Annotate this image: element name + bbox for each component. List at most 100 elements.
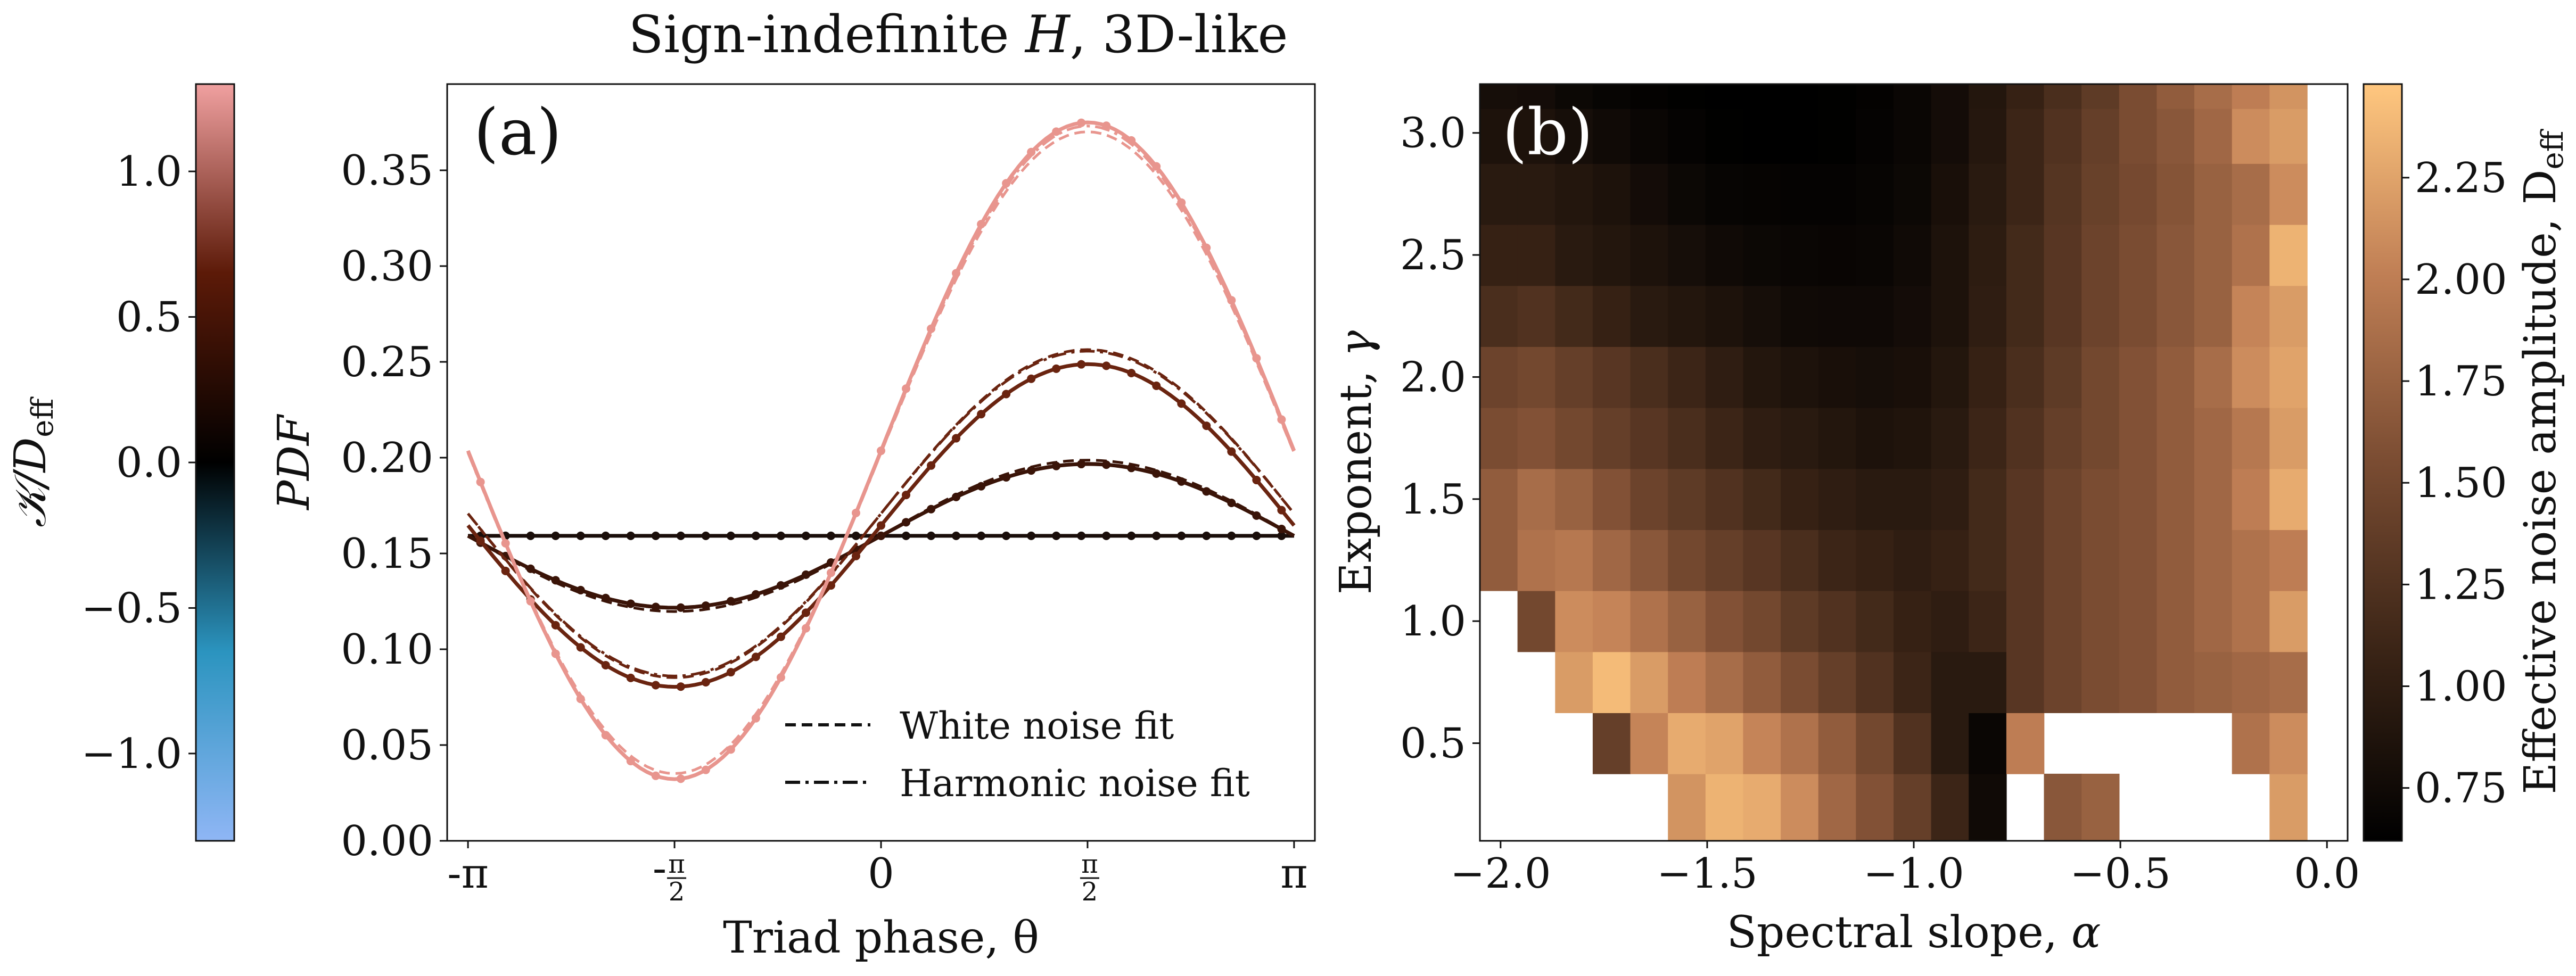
- b-heatmap-cell: [1630, 530, 1668, 591]
- b-heatmap-cell: [1630, 163, 1668, 225]
- b-heatmap-cell: [1969, 163, 2007, 225]
- a-data-point: [551, 621, 560, 630]
- b-heatmap-cell: [1931, 407, 1969, 469]
- a-data-point: [952, 269, 961, 278]
- b-heatmap-cell: [1818, 108, 1857, 164]
- b-heatmap-cell: [2269, 773, 2308, 841]
- b-heatmap-cell: [1931, 651, 1969, 713]
- left-cb-tick-label: −0.5: [81, 584, 182, 632]
- panel-b-cells: [1480, 84, 2308, 841]
- b-heatmap-cell: [2157, 163, 2195, 225]
- b-heatmap-cell: [1969, 407, 2007, 469]
- a-data-point: [501, 539, 510, 548]
- a-data-point: [1152, 531, 1161, 540]
- b-heatmap-cell: [1781, 108, 1819, 164]
- a-data-point: [1077, 118, 1086, 127]
- b-heatmap-cell: [2044, 530, 2082, 591]
- b-heatmap-cell: [2119, 224, 2158, 286]
- a-data-point: [1227, 531, 1236, 540]
- b-heatmap-cell: [1931, 285, 1969, 347]
- a-data-point: [1252, 476, 1261, 485]
- a-data-point: [701, 765, 710, 774]
- a-data-point: [1152, 469, 1161, 478]
- a-series-2: [466, 348, 1296, 691]
- right-cb-tick-label: 2.25: [2415, 154, 2507, 202]
- a-xtick-label: -π: [447, 850, 489, 898]
- b-heatmap-cell: [2269, 590, 2308, 652]
- b-heatmap-cell: [1781, 530, 1819, 591]
- b-heatmap-cell: [2232, 285, 2270, 347]
- b-ytick-label: 1.5: [1400, 476, 1466, 524]
- a-data-point: [526, 597, 535, 606]
- b-heatmap-cell: [1517, 285, 1556, 347]
- b-heatmap-cell: [1781, 407, 1819, 469]
- b-heatmap-cell: [2006, 468, 2045, 530]
- b-heatmap-cell: [1856, 590, 1894, 652]
- a-series-3: [466, 118, 1296, 783]
- b-heatmap-cell: [2232, 84, 2270, 109]
- b-heatmap-cell: [2119, 163, 2158, 225]
- b-heatmap-cell: [1931, 530, 1969, 591]
- a-data-point: [601, 531, 610, 540]
- a-data-point: [551, 649, 560, 658]
- b-heatmap-cell: [2157, 407, 2195, 469]
- panel-b-yticks: 0.5 1.0 1.5 2.0 2.5 3.0: [1400, 110, 1480, 768]
- b-heatmap-cell: [1781, 224, 1819, 286]
- b-heatmap-cell: [2119, 590, 2158, 652]
- b-heatmap-cell: [1894, 108, 1932, 164]
- b-heatmap-cell: [1818, 468, 1857, 530]
- b-heatmap-cell: [1856, 713, 1894, 774]
- b-heatmap-cell: [2006, 108, 2045, 164]
- a-ytick-label: 0.15: [341, 530, 433, 578]
- b-heatmap-cell: [1592, 163, 1631, 225]
- b-heatmap-cell: [2081, 163, 2120, 225]
- b-heatmap-cell: [1856, 530, 1894, 591]
- a-xtick-label: 0: [868, 850, 894, 898]
- b-heatmap-cell: [2044, 84, 2082, 109]
- b-heatmap-cell: [1630, 84, 1668, 109]
- b-heatmap-cell: [2006, 84, 2045, 109]
- b-heatmap-cell: [2269, 713, 2308, 774]
- a-xtick-den: 2: [669, 877, 685, 907]
- a-data-point: [1252, 531, 1261, 540]
- a-data-point: [1052, 364, 1061, 373]
- a-data-point: [551, 576, 560, 585]
- b-heatmap-cell: [1668, 163, 1706, 225]
- right-colorbar-bar: [2363, 83, 2403, 842]
- b-heatmap-cell: [2006, 713, 2045, 774]
- panel-a-curves: [466, 118, 1296, 783]
- b-heatmap-cell: [1743, 407, 1781, 469]
- b-heatmap-cell: [1969, 530, 2007, 591]
- a-data-point: [701, 678, 710, 687]
- a-ytick-label: 0.00: [341, 817, 433, 865]
- b-heatmap-cell: [1856, 346, 1894, 408]
- b-heatmap-cell: [1781, 651, 1819, 713]
- b-heatmap-cell: [1592, 84, 1631, 109]
- panel-b: 0.5 1.0 1.5 2.0 2.5 3.0 −2.0 −1.5 −1.0 −0.5 0.0 (…: [1331, 83, 2360, 958]
- b-heatmap-cell: [1555, 407, 1593, 469]
- b-heatmap-cell: [1517, 530, 1556, 591]
- a-data-point: [1177, 399, 1186, 408]
- a-data-point: [476, 477, 485, 486]
- b-heatmap-cell: [2119, 468, 2158, 530]
- a-data-point: [1027, 147, 1036, 156]
- b-heatmap-cell: [1480, 530, 1518, 591]
- a-data-point: [1252, 511, 1261, 520]
- a-data-point: [927, 504, 936, 514]
- b-heatmap-cell: [2081, 108, 2120, 164]
- b-heatmap-cell: [1630, 713, 1668, 774]
- b-heatmap-cell: [2194, 163, 2233, 225]
- b-heatmap-cell: [1743, 651, 1781, 713]
- b-heatmap-cell: [1894, 773, 1932, 841]
- b-heatmap-cell: [2081, 407, 2120, 469]
- b-heatmap-cell: [1668, 651, 1706, 713]
- b-heatmap-cell: [1517, 468, 1556, 530]
- b-heatmap-cell: [1894, 713, 1932, 774]
- b-heatmap-cell: [2119, 84, 2158, 109]
- a-xtick-num: π: [1081, 849, 1098, 879]
- b-heatmap-cell: [1743, 163, 1781, 225]
- b-ytick-label: 2.0: [1400, 353, 1466, 401]
- a-data-point: [851, 531, 860, 540]
- a-data-point: [626, 599, 635, 608]
- b-heatmap-cell: [1931, 224, 1969, 286]
